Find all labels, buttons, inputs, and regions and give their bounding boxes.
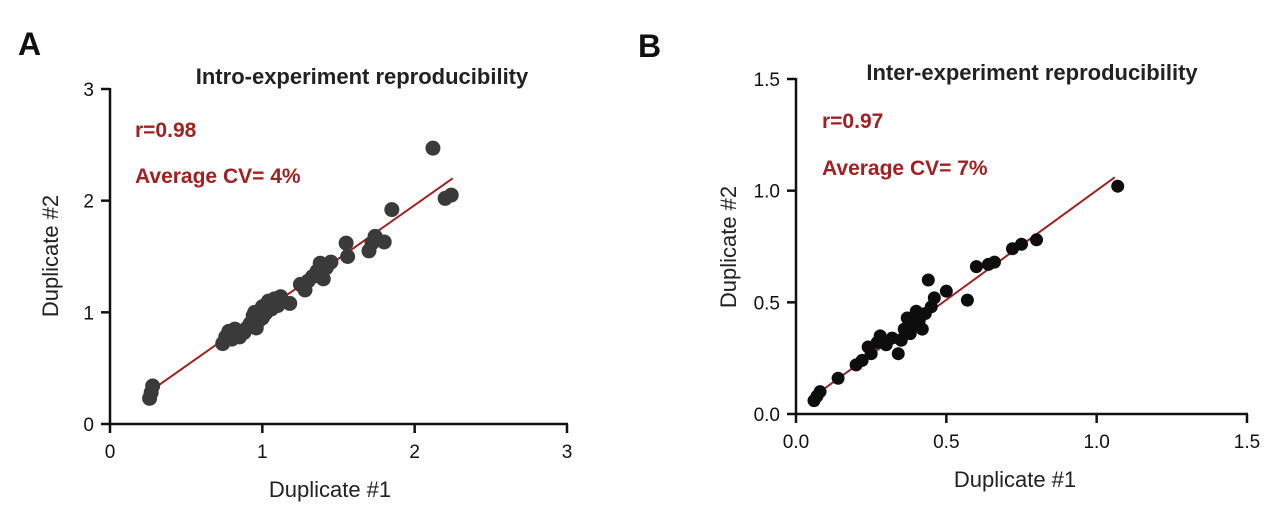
data-point — [891, 347, 905, 361]
data-point — [813, 385, 827, 399]
x-tick-label: 0.5 — [933, 432, 959, 453]
y-axis-label: Duplicate #2 — [38, 195, 63, 317]
y-axis-label: Duplicate #2 — [716, 186, 741, 308]
x-axis-label: Duplicate #1 — [954, 467, 1076, 492]
x-tick-label: 2 — [409, 442, 420, 463]
panel-a-label: A — [18, 26, 42, 62]
data-point — [1111, 179, 1125, 193]
scatter-chart-inter: 0.0 0.5 1.0 1.5 0.0 0.5 1.0 1.5 Inter-experiment… — [716, 60, 1260, 492]
y-tick-label: 1.0 — [754, 182, 780, 203]
cv-annotation: Average CV= 4% — [135, 165, 301, 188]
data-point — [894, 333, 908, 347]
cv-annotation: Average CV= 7% — [822, 157, 988, 180]
x-tick-label: 1.0 — [1083, 432, 1109, 453]
data-point — [282, 295, 298, 311]
chart-title: Inter-experiment reproducibility — [866, 60, 1198, 85]
panel-b-label: B — [638, 28, 662, 64]
data-point — [855, 353, 869, 367]
data-point — [864, 347, 878, 361]
y-tick-label: 0 — [83, 415, 94, 436]
data-point — [443, 187, 459, 203]
y-tick-label: 1.5 — [754, 70, 780, 91]
data-point — [915, 322, 929, 336]
x-axis-label: Duplicate #1 — [269, 477, 391, 502]
data-point — [340, 249, 356, 264]
data-point — [384, 202, 400, 218]
data-point — [987, 255, 1001, 269]
y-tick-label: 2 — [83, 192, 94, 213]
x-tick-label: 1.5 — [1234, 432, 1260, 453]
correlation-annotation: r=0.97 — [822, 110, 883, 133]
x-tick-label: 3 — [562, 442, 573, 463]
data-point — [1015, 237, 1028, 251]
x-tick-label: 1 — [257, 442, 268, 463]
data-point — [831, 371, 845, 385]
data-point — [376, 234, 392, 250]
y-tick-label: 3 — [83, 80, 94, 101]
y-tick-label: 0.0 — [754, 405, 780, 426]
data-point — [323, 254, 339, 270]
data-point — [1030, 233, 1044, 247]
data-point — [145, 378, 161, 394]
correlation-annotation: r=0.98 — [135, 119, 197, 142]
data-point — [927, 291, 941, 305]
x-tick-label: 0.0 — [783, 432, 809, 453]
y-tick-label: 1 — [83, 303, 94, 324]
data-point — [921, 273, 935, 287]
chart-title: Intro-experiment reproducibility — [196, 64, 529, 89]
data-point — [425, 140, 441, 156]
data-point — [960, 293, 974, 307]
data-point — [939, 284, 953, 298]
data-point — [338, 235, 354, 251]
y-tick-label: 0.5 — [754, 293, 780, 314]
scatter-chart-intro: 0 1 2 3 0 1 2 3 Intro-experiment reproducibility… — [38, 64, 573, 502]
data-point — [969, 260, 983, 274]
x-tick-label: 0 — [105, 442, 116, 463]
